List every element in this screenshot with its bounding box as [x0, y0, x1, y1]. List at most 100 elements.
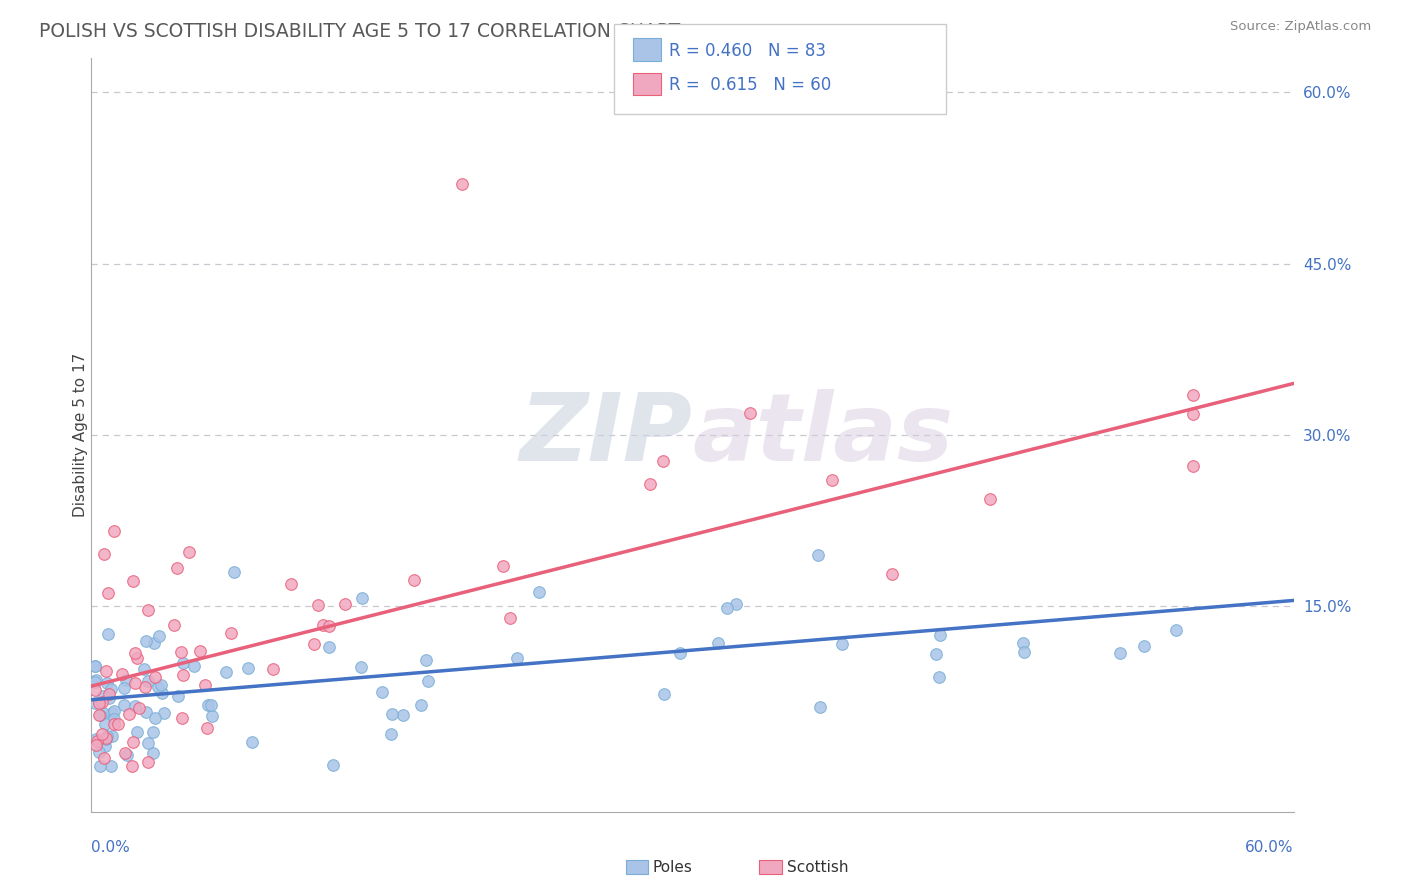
Point	[451, 177, 474, 191]
Point	[392, 707, 415, 722]
Point	[668, 646, 690, 660]
Point	[193, 678, 215, 692]
Point	[112, 681, 135, 695]
Point	[103, 717, 125, 731]
Point	[170, 645, 193, 659]
Point	[98, 687, 121, 701]
Point	[740, 406, 762, 420]
Point	[1133, 639, 1156, 653]
Text: Source: ZipAtlas.com: Source: ZipAtlas.com	[1230, 20, 1371, 33]
Point	[380, 727, 402, 741]
Y-axis label: Disability Age 5 to 17: Disability Age 5 to 17	[73, 352, 87, 517]
Point	[91, 706, 114, 720]
Point	[172, 668, 194, 682]
Point	[166, 561, 188, 575]
Point	[96, 586, 118, 600]
Point	[122, 574, 145, 588]
Text: ZIP: ZIP	[520, 389, 692, 481]
Point	[821, 473, 844, 487]
Point	[1182, 407, 1205, 421]
Point	[97, 690, 120, 705]
Text: Scottish: Scottish	[787, 860, 849, 874]
Point	[136, 603, 159, 617]
Point	[96, 627, 118, 641]
Point	[350, 660, 373, 674]
Point	[84, 673, 107, 687]
Point	[84, 659, 107, 673]
Point	[84, 738, 107, 752]
Point	[172, 656, 194, 670]
Point	[96, 675, 118, 690]
Point	[100, 758, 122, 772]
Point	[114, 673, 136, 687]
Point	[122, 735, 145, 749]
Point	[84, 697, 107, 711]
Point	[1011, 636, 1033, 650]
Point	[179, 545, 201, 559]
Point	[124, 676, 146, 690]
Point	[136, 736, 159, 750]
Point	[808, 699, 831, 714]
Point	[136, 756, 159, 770]
Point	[142, 746, 165, 760]
Point	[716, 601, 738, 615]
Point	[280, 576, 302, 591]
Point	[222, 565, 245, 579]
Point	[882, 567, 904, 582]
Text: POLISH VS SCOTTISH DISABILITY AGE 5 TO 17 CORRELATION CHART: POLISH VS SCOTTISH DISABILITY AGE 5 TO 1…	[39, 22, 681, 41]
Point	[307, 598, 329, 612]
Point	[188, 644, 211, 658]
Point	[170, 711, 193, 725]
Point	[215, 665, 238, 679]
Point	[94, 731, 117, 746]
Point	[1164, 623, 1187, 637]
Point	[404, 573, 426, 587]
Point	[706, 636, 728, 650]
Point	[94, 717, 117, 731]
Point	[167, 689, 190, 703]
Point	[1182, 458, 1205, 473]
Point	[240, 734, 263, 748]
Point	[90, 727, 112, 741]
Point	[143, 711, 166, 725]
Point	[142, 725, 165, 739]
Point	[112, 698, 135, 713]
Text: 60.0%: 60.0%	[1246, 840, 1294, 855]
Point	[103, 712, 125, 726]
Point	[527, 585, 550, 599]
Point	[724, 597, 747, 611]
Point	[148, 680, 170, 694]
Point	[318, 640, 340, 654]
Point	[111, 666, 134, 681]
Point	[93, 751, 115, 765]
Point	[312, 618, 335, 632]
Point	[84, 659, 107, 673]
Point	[153, 706, 176, 720]
Point	[1109, 646, 1132, 660]
Point	[94, 739, 117, 754]
Point	[118, 706, 141, 721]
Point	[262, 662, 284, 676]
Point	[333, 597, 356, 611]
Point	[89, 697, 111, 711]
Point	[925, 648, 948, 662]
Point	[183, 659, 205, 673]
Point	[134, 681, 156, 695]
Point	[100, 681, 122, 696]
Point	[127, 651, 149, 665]
Point	[101, 706, 124, 721]
Point	[124, 698, 146, 713]
Point	[979, 492, 1001, 507]
Point	[352, 591, 374, 605]
Point	[322, 758, 344, 772]
Point	[148, 629, 170, 643]
Point	[195, 721, 218, 735]
Point	[492, 559, 515, 574]
Point	[197, 698, 219, 712]
Point	[163, 618, 186, 632]
Point	[91, 695, 114, 709]
Point	[143, 670, 166, 684]
Point	[652, 454, 675, 468]
Point	[86, 734, 108, 748]
Point	[652, 687, 675, 701]
